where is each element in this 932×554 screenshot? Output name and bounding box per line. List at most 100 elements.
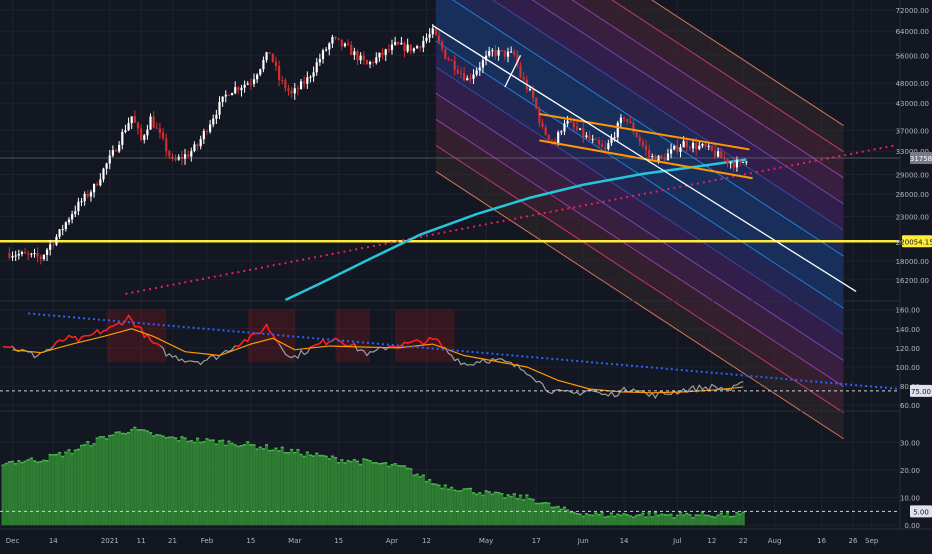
candle	[592, 139, 594, 140]
candle	[115, 150, 117, 151]
histogram-bar	[278, 450, 281, 525]
histogram-bar-edge	[243, 444, 246, 446]
histogram-bar-edge	[670, 514, 673, 516]
candle	[118, 145, 120, 152]
histogram-bar-edge	[303, 456, 306, 458]
candle	[736, 161, 738, 168]
histogram-bar-edge	[406, 468, 409, 470]
histogram-bar	[478, 492, 481, 525]
histogram-bar-edge	[484, 490, 487, 492]
histogram-bar	[218, 440, 221, 525]
candle	[519, 65, 521, 77]
histogram-bar-edge	[450, 487, 453, 489]
histogram-bar-edge	[237, 446, 240, 448]
candle	[598, 140, 600, 144]
candle	[601, 144, 603, 147]
candle	[407, 45, 409, 52]
histogram-bar	[77, 449, 80, 525]
histogram-bar	[453, 490, 456, 526]
histogram-bar	[372, 462, 375, 525]
histogram-bar-edge	[202, 441, 205, 443]
histogram-bar	[519, 495, 522, 526]
histogram-bar-edge	[11, 461, 14, 463]
histogram-bar	[459, 490, 462, 525]
histogram-bar	[525, 494, 528, 525]
oscillator-hot-segment	[433, 339, 436, 340]
histogram-bar	[466, 488, 469, 525]
candle	[325, 50, 327, 51]
candle	[708, 146, 710, 147]
candle	[648, 150, 650, 157]
histogram-bar-edge	[447, 489, 450, 491]
candle	[162, 133, 164, 139]
histogram-bar-edge	[463, 488, 466, 490]
histogram-bar	[538, 503, 541, 525]
histogram-bar-edge	[102, 436, 105, 438]
candle	[250, 84, 252, 85]
histogram-bar	[425, 481, 428, 525]
oscillator-hot-segment	[317, 344, 320, 345]
histogram-bar	[450, 487, 453, 525]
histogram-bar	[252, 444, 255, 525]
histogram-bar-edge	[340, 459, 343, 461]
histogram-bar-edge	[444, 484, 447, 486]
histogram-bar-edge	[193, 442, 196, 444]
histogram-bar	[428, 479, 431, 525]
histogram-bar-edge	[434, 484, 437, 486]
candle	[171, 156, 173, 159]
histogram-bar	[86, 441, 89, 525]
histogram-bar	[196, 438, 199, 526]
histogram-bar-edge	[403, 465, 406, 467]
histogram-bar-edge	[353, 459, 356, 461]
histogram-bar-edge	[585, 513, 588, 515]
candle	[476, 70, 478, 74]
histogram-bar-edge	[161, 435, 164, 437]
histogram-bar	[321, 455, 324, 525]
histogram-bar-edge	[378, 463, 381, 465]
histogram-bar-edge	[657, 515, 660, 517]
histogram-bar-edge	[729, 516, 732, 518]
candle	[378, 53, 380, 58]
histogram-bar	[99, 436, 102, 525]
histogram-bar-edge	[400, 465, 403, 467]
histogram-bar	[227, 441, 230, 526]
histogram-bar	[193, 442, 196, 525]
candle	[74, 211, 76, 214]
candle	[629, 121, 631, 123]
candle	[62, 229, 64, 230]
histogram-bar	[437, 485, 440, 526]
histogram-bar-edge	[535, 503, 538, 505]
histogram-bar	[720, 513, 723, 526]
histogram-bar	[547, 503, 550, 526]
histogram-bar-edge	[246, 441, 249, 443]
candle	[579, 128, 581, 129]
histogram-bar-edge	[472, 492, 475, 494]
histogram-bar-edge	[190, 440, 193, 442]
histogram-bar	[71, 453, 74, 525]
candle	[112, 150, 114, 155]
candle	[24, 252, 26, 253]
price-tick-label: 64000.00	[896, 28, 929, 36]
histogram-bar-edge	[572, 512, 575, 513]
histogram-bar	[130, 429, 133, 525]
candle	[566, 121, 568, 124]
time-tick-label: Dec	[6, 537, 20, 545]
candle	[701, 144, 703, 146]
histogram-bar-edge	[475, 494, 478, 496]
histogram-bar	[654, 512, 657, 526]
histogram-bar	[183, 437, 186, 525]
candle	[99, 179, 101, 185]
candle	[441, 42, 443, 49]
candle	[247, 84, 249, 85]
histogram-bar-edge	[321, 455, 324, 457]
histogram-bar-edge	[108, 435, 111, 437]
candle	[570, 121, 572, 122]
time-tick-label: 12	[707, 537, 716, 545]
candle	[676, 146, 678, 152]
candle	[642, 142, 644, 146]
histogram-bar	[419, 476, 422, 525]
histogram-bar-edge	[80, 445, 83, 447]
histogram-bar	[610, 512, 613, 525]
